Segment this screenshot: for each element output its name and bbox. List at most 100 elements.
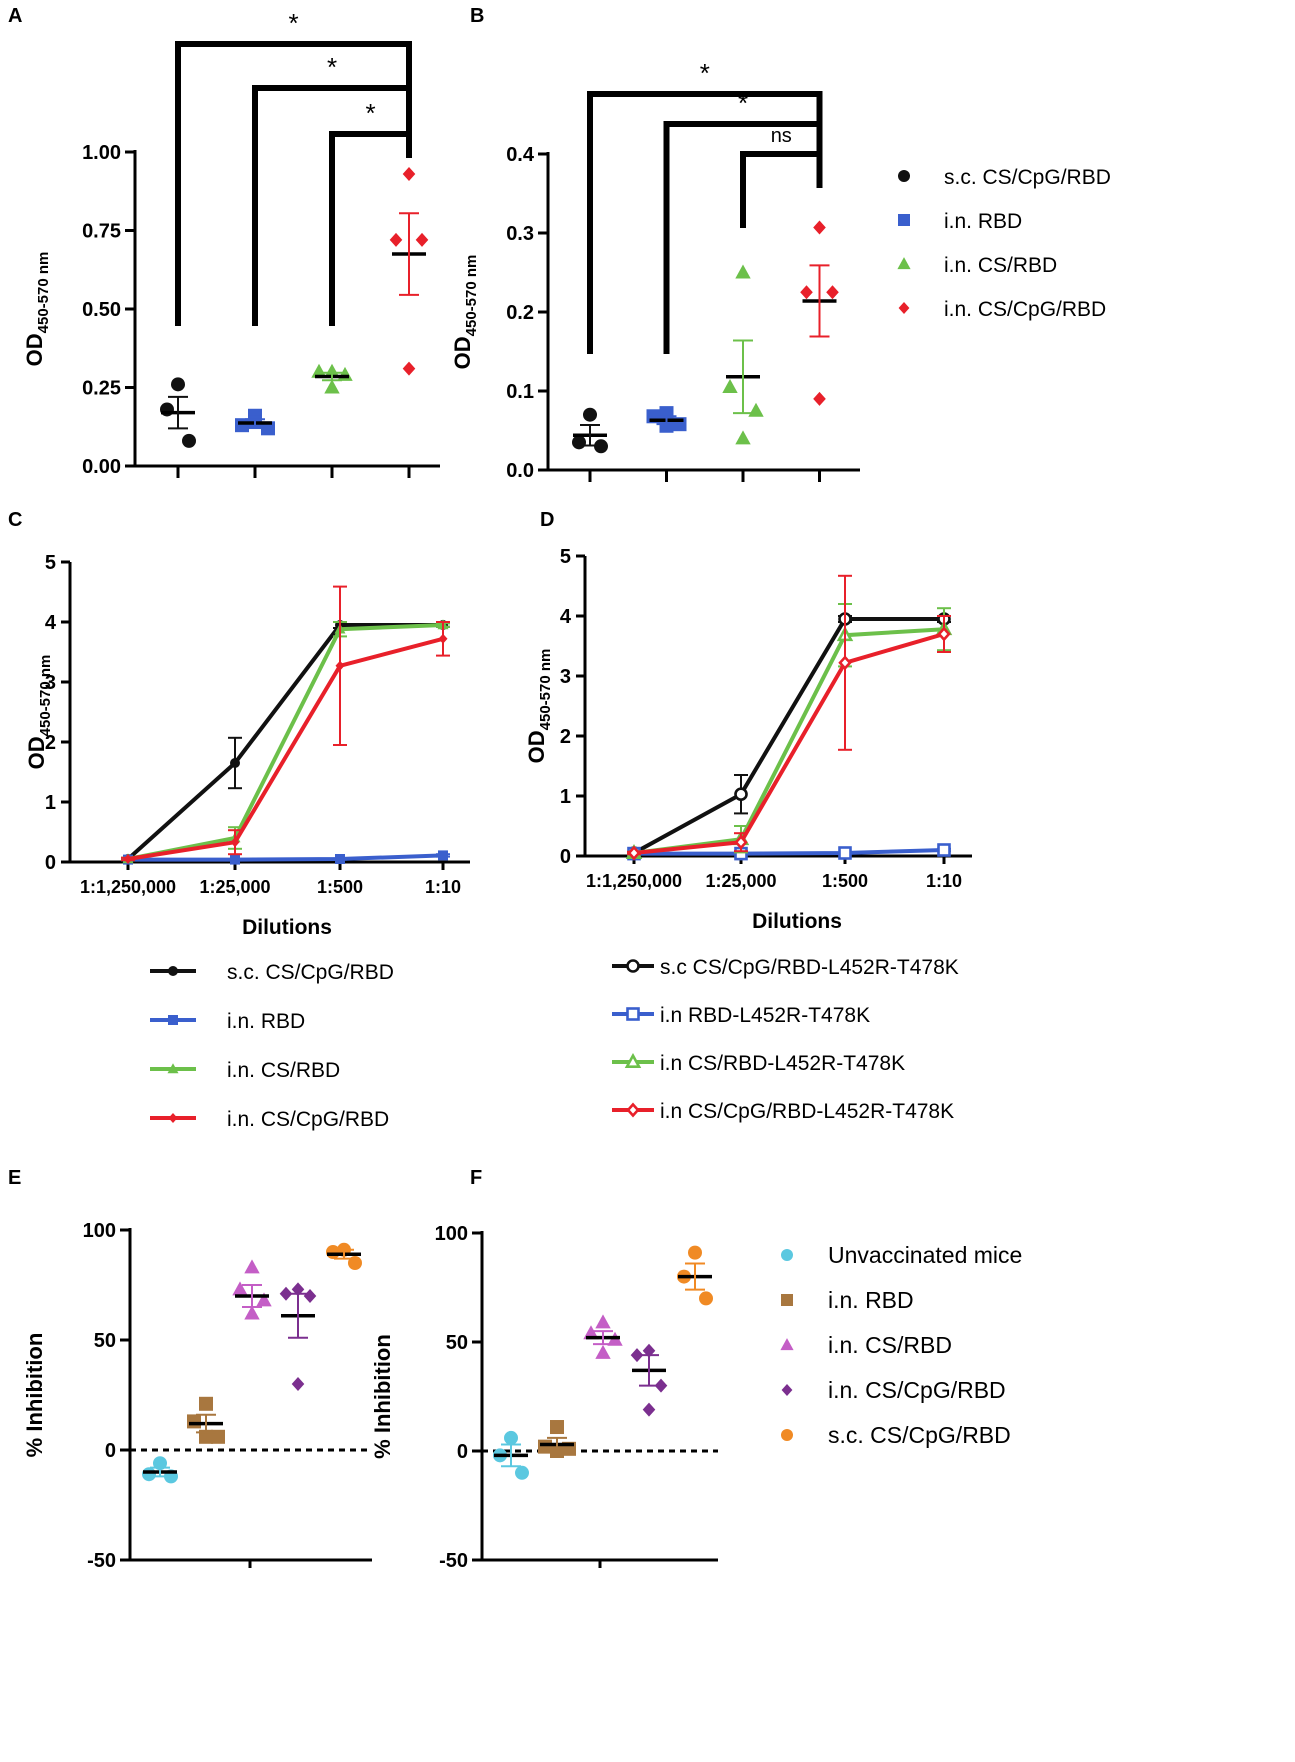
data-point	[182, 433, 196, 448]
x-tick-label: 1:500	[317, 877, 363, 897]
y-tick-label: 5	[45, 552, 56, 574]
data-point	[826, 285, 839, 300]
legend-label: i.n CS/RBD-L452R-T478K	[660, 1052, 905, 1075]
legend-item-i-n-cs-rbd: i.n. CS/RBD	[897, 254, 1057, 277]
y-tick-label: 4	[560, 606, 572, 628]
x-tick-label: 1:10	[926, 871, 962, 891]
data-point	[291, 1377, 305, 1391]
panel-e: E -50 0 50 100 % Inhibition	[8, 1167, 372, 1568]
y-tick-label: 0.3	[506, 223, 534, 245]
legend-item-i-n-cs-rbd-l452r-t478k: i.n CS/RBD-L452R-T478K	[612, 1052, 905, 1075]
group-s-c-cs-cpg-rbd	[677, 1245, 713, 1306]
y-tick-label: 1.00	[82, 142, 121, 164]
legend-item-i-n-cs-rbd: i.n. CS/RBD	[780, 1332, 952, 1358]
panel-label-b: B	[470, 5, 484, 27]
data-point	[735, 430, 751, 445]
group-unvaccinated-mice	[493, 1430, 529, 1480]
legend-label: i.n. CS/RBD	[944, 254, 1057, 277]
data-point	[937, 843, 951, 857]
data-point	[838, 846, 852, 860]
data-point	[279, 1286, 293, 1301]
y-tick-label: 4	[45, 612, 57, 634]
legend-label: i.n. CS/RBD	[828, 1332, 952, 1358]
series-line	[128, 853, 444, 862]
legend-marker	[624, 1052, 642, 1068]
y-axis-label: % Inhibition	[370, 1334, 395, 1459]
legend-label: i.n. CS/RBD	[227, 1059, 340, 1082]
data-point	[572, 435, 586, 450]
data-point	[187, 1414, 201, 1429]
data-point	[402, 166, 416, 181]
legend-item-s-c-cs-cpg-rbd-l452r-t478k: s.c CS/CpG/RBD-L452R-T478K	[612, 956, 959, 979]
significance-label: ns	[771, 125, 792, 147]
data-point	[688, 1245, 702, 1260]
legend-marker	[898, 214, 910, 226]
data-point	[324, 379, 340, 394]
data-point	[550, 1420, 564, 1435]
data-point	[311, 363, 327, 378]
data-point	[748, 402, 764, 417]
series-line	[127, 623, 444, 861]
x-tick-label: 1:10	[425, 877, 461, 897]
data-point	[230, 854, 240, 865]
panel-c: C 0 1 2 3 4 5 1:1,250,000 1:25,000 1:500 1:10 Dilu…	[8, 509, 470, 939]
legend-label: s.c. CS/CpG/RBD	[944, 166, 1111, 189]
y-axis-label-panel-B: OD450-570 nm	[450, 255, 480, 370]
data-point	[230, 837, 240, 848]
panel-label-c: C	[8, 509, 22, 531]
y-tick-label: 0	[45, 852, 56, 874]
group-i-n-cs-rbd	[232, 1259, 272, 1320]
data-point	[594, 439, 608, 454]
series-s-c-cs-cpg-rbd-l452r-t478k	[627, 612, 951, 860]
legend-label: Unvaccinated mice	[828, 1242, 1022, 1268]
y-axis-label-sub: 450-570 nm	[537, 649, 554, 731]
legend-item-unvaccinated-mice: Unvaccinated mice	[781, 1242, 1022, 1268]
data-point	[734, 787, 748, 802]
x-tick-label: 1:1,250,000	[80, 877, 176, 897]
significance-bracket	[740, 151, 823, 228]
data-point	[303, 1289, 317, 1303]
legend-label: s.c. CS/CpG/RBD	[828, 1422, 1011, 1448]
data-point	[142, 1467, 156, 1482]
data-point	[813, 220, 826, 235]
legend-label: i.n. CS/CpG/RBD	[944, 298, 1106, 321]
legend-marker	[897, 257, 911, 270]
series-i-n-cs-cpg-rbd-l452r-t478k	[627, 574, 951, 861]
data-point	[256, 1292, 272, 1307]
series-line	[633, 627, 945, 855]
y-tick-label: 0	[560, 846, 571, 868]
y-axis-label-sub: 450-570 nm	[35, 252, 52, 334]
y-tick-label: 1	[45, 792, 56, 814]
y-tick-label: 3	[45, 672, 56, 694]
y-tick-label: -50	[439, 1550, 468, 1568]
panel-a: A 0.00 0.25 0.50 0.75 1.00 OD450-570 nm * * *	[8, 5, 440, 478]
group-i-n-cs-cpg-rbd	[279, 1282, 317, 1391]
series-line	[126, 623, 443, 861]
legend-label: i.n. RBD	[828, 1287, 914, 1313]
legend-label: i.n CS/CpG/RBD-L452R-T478K	[660, 1100, 954, 1123]
legend-label: i.n RBD-L452R-T478K	[660, 1004, 870, 1027]
legend-marker	[898, 302, 910, 314]
y-axis-label-main: OD	[22, 333, 47, 366]
data-point	[813, 391, 826, 406]
significance-label: *	[365, 98, 375, 128]
data-point	[415, 232, 429, 247]
y-axis-label-panel-D: OD450-570 nm	[524, 649, 554, 764]
legend-ab: s.c. CS/CpG/RBD i.n. RBD i.n. CS/RBD i.n. C…	[897, 166, 1111, 321]
series-line	[634, 848, 945, 856]
y-axis-label-main: OD	[24, 736, 49, 769]
legend-marker	[781, 1429, 793, 1441]
legend-label: i.n. RBD	[944, 210, 1022, 233]
y-tick-label: 0.1	[506, 381, 534, 403]
data-point	[627, 845, 641, 861]
data-point	[244, 1305, 260, 1320]
panel-label-f: F	[470, 1167, 482, 1189]
legend-marker	[168, 966, 178, 976]
legend-item-i-n-cs-cpg-rbd: i.n. CS/CpG/RBD	[150, 1108, 389, 1131]
group-i-n-cs-rbd	[583, 1314, 623, 1359]
group-unvaccinated-mice	[142, 1456, 178, 1484]
series-line	[633, 632, 945, 855]
y-tick-label: 2	[560, 726, 571, 748]
data-point	[504, 1430, 518, 1445]
